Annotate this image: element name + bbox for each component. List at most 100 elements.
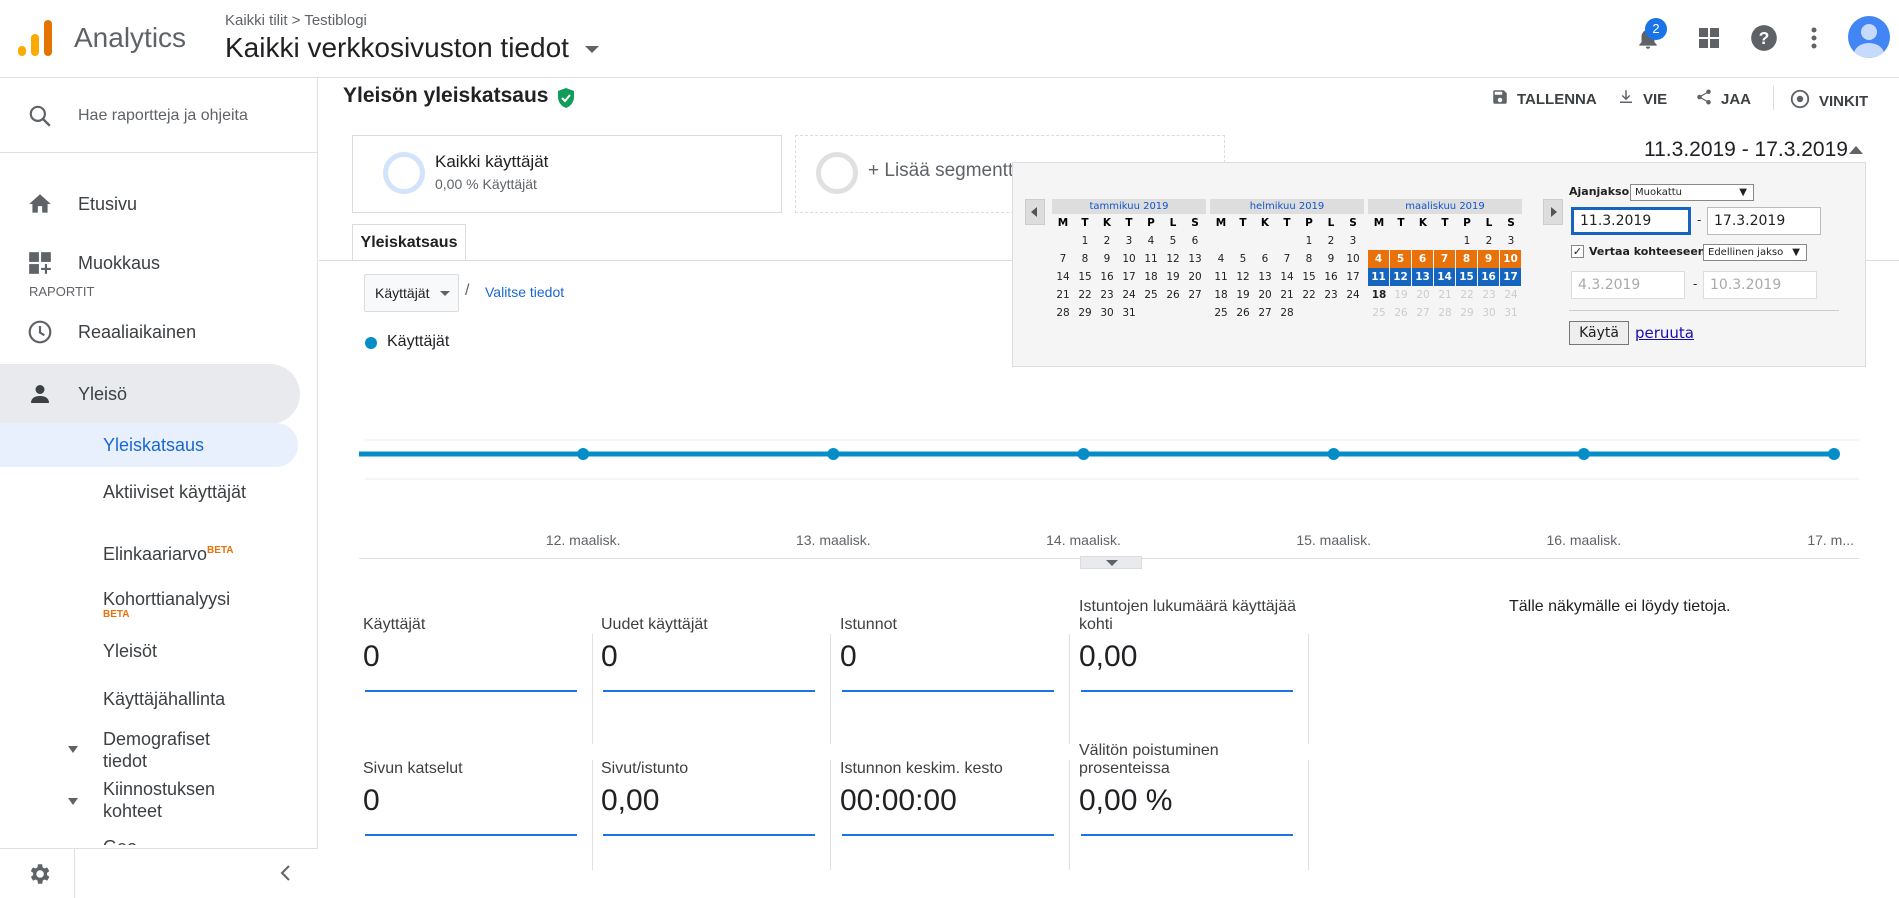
sidebar-sub-audiences[interactable]: Yleisöt	[103, 641, 158, 661]
calendar-day[interactable]: 21	[1438, 289, 1452, 301]
metric-card[interactable]: Sivun katselut 0	[363, 760, 583, 860]
calendar-day[interactable]: 2	[1327, 235, 1335, 247]
gear-icon[interactable]	[26, 861, 52, 892]
sidebar-sub-overview-active[interactable]	[0, 423, 298, 467]
compare-end-input[interactable]: 10.3.2019	[1703, 271, 1817, 299]
calendar-day[interactable]: 10	[1500, 250, 1522, 268]
calendar-day[interactable]: 23	[1100, 289, 1114, 301]
calendar-day[interactable]: 9	[1327, 253, 1335, 265]
calendar-day[interactable]: 3	[1507, 235, 1515, 247]
calendar-day[interactable]: 13	[1412, 268, 1434, 286]
calendar-day[interactable]: 31	[1122, 307, 1136, 319]
calendar-day[interactable]: 26	[1394, 307, 1408, 319]
share-button[interactable]: JAA	[1695, 88, 1751, 110]
collapse-chevron-icon[interactable]	[278, 863, 294, 888]
avatar[interactable]	[1848, 16, 1890, 58]
chevron-down-icon[interactable]	[585, 46, 599, 53]
compare-start-input[interactable]: 4.3.2019	[1571, 271, 1685, 299]
calendar-day[interactable]: 28	[1280, 307, 1294, 319]
calendar-day[interactable]: 6	[1191, 235, 1199, 247]
chevron-up-icon[interactable]	[1849, 146, 1863, 154]
chart-expand-handle[interactable]	[1080, 556, 1142, 569]
calendar-day[interactable]: 26	[1166, 289, 1180, 301]
period-select[interactable]: Muokattu ▼	[1630, 184, 1754, 201]
calendar-day[interactable]: 2	[1103, 235, 1111, 247]
calendar-day[interactable]: 5	[1169, 235, 1177, 247]
sidebar-sub-lifetime[interactable]: ElinkaariarvoBETA	[103, 540, 234, 565]
data-point[interactable]	[1577, 448, 1590, 460]
date-range-selector[interactable]: 11.3.2019 - 17.3.2019	[1644, 138, 1848, 161]
calendar-day[interactable]: 6	[1412, 250, 1434, 268]
calendar-day[interactable]: 24	[1504, 289, 1518, 301]
sidebar-sub-overview[interactable]: Yleiskatsaus	[103, 435, 205, 455]
data-point[interactable]	[1828, 448, 1840, 460]
calendar-day[interactable]: 19	[1394, 289, 1408, 301]
calendar-day[interactable]: 2	[1485, 235, 1493, 247]
calendar-day[interactable]: 28	[1056, 307, 1070, 319]
calendar-day[interactable]: 7	[1059, 253, 1067, 265]
data-point[interactable]	[577, 448, 590, 460]
sidebar-sub-user-explorer[interactable]: Käyttäjähallinta	[103, 689, 226, 709]
calendar-day[interactable]: 12	[1166, 253, 1180, 265]
calendar-day[interactable]: 16	[1324, 271, 1338, 283]
calendar-day[interactable]: 17	[1346, 271, 1360, 283]
calendar-day[interactable]: 7	[1283, 253, 1291, 265]
calendar-day[interactable]: 13	[1188, 253, 1202, 265]
calendar-day[interactable]: 16	[1100, 271, 1114, 283]
calendar-day[interactable]: 26	[1236, 307, 1250, 319]
calendar-day[interactable]: 15	[1456, 268, 1478, 286]
sidebar-sub-geo[interactable]: Geo	[103, 837, 137, 845]
calendar-day[interactable]: 17	[1122, 271, 1136, 283]
calendar-day[interactable]: 31	[1504, 307, 1518, 319]
select-metric-link[interactable]: Valitse tiedot	[485, 284, 565, 300]
calendar-day[interactable]: 8	[1456, 250, 1478, 268]
breadcrumb[interactable]: Kaikki tilit > Testiblogi	[225, 12, 367, 29]
calendar-day[interactable]: 25	[1372, 307, 1386, 319]
start-date-input[interactable]: 11.3.2019	[1571, 207, 1691, 235]
calendar-day[interactable]: 22	[1078, 289, 1092, 301]
metric-card[interactable]: Käyttäjät 0	[363, 616, 583, 716]
calendar-day[interactable]: 20	[1188, 271, 1202, 283]
calendar-day[interactable]: 7	[1434, 250, 1456, 268]
calendar-day[interactable]: 21	[1056, 289, 1070, 301]
sidebar-item-audience[interactable]: Yleisö	[0, 364, 300, 424]
triangle-down-icon[interactable]	[68, 746, 78, 753]
property-selector[interactable]: Kaikki verkkosivuston tiedot	[225, 32, 569, 63]
end-date-input[interactable]: 17.3.2019	[1707, 207, 1821, 235]
tab-overview[interactable]: Yleiskatsaus	[352, 224, 466, 261]
calendar-day[interactable]: 25	[1214, 307, 1228, 319]
next-month-button[interactable]	[1543, 199, 1563, 225]
sidebar-sub-demographics[interactable]: Demografiset tiedot	[103, 729, 211, 771]
apps-grid-icon[interactable]	[1693, 22, 1725, 54]
compare-checkbox[interactable]: ✓	[1571, 245, 1584, 258]
export-button[interactable]: VIE	[1617, 88, 1667, 110]
metric-card[interactable]: Uudet käyttäjät 0	[601, 616, 821, 716]
calendar-day[interactable]: 23	[1482, 289, 1496, 301]
more-vert-icon[interactable]	[1798, 22, 1830, 54]
calendar-day[interactable]: 22	[1302, 289, 1316, 301]
calendar-day[interactable]: 15	[1078, 271, 1092, 283]
calendar-day[interactable]: 4	[1217, 253, 1225, 265]
calendar-day[interactable]: 15	[1302, 271, 1316, 283]
save-button[interactable]: TALLENNA	[1491, 88, 1597, 110]
calendar-day[interactable]: 17	[1500, 268, 1522, 286]
calendar-day[interactable]: 4	[1147, 235, 1155, 247]
calendar-day[interactable]: 18	[1371, 289, 1387, 301]
sidebar-item-realtime[interactable]: Reaaliaikainen	[0, 312, 300, 352]
metric-card[interactable]: Istunnon keskim. kesto 00:00:00	[840, 760, 1060, 860]
calendar-day[interactable]: 27	[1258, 307, 1272, 319]
calendar-day[interactable]: 10	[1346, 253, 1360, 265]
metric-card[interactable]: Välitön poistuminen prosenteissa 0,00 %	[1079, 742, 1299, 860]
help-icon[interactable]: ?	[1748, 22, 1780, 54]
calendar-day[interactable]: 22	[1460, 289, 1474, 301]
calendar-day[interactable]: 14	[1056, 271, 1070, 283]
sidebar-sub-interests[interactable]: Kiinnostuksen kohteet	[103, 779, 216, 821]
calendar-day[interactable]: 10	[1122, 253, 1136, 265]
calendar-day[interactable]: 21	[1280, 289, 1294, 301]
sidebar-item-customization[interactable]: Muokkaus	[0, 243, 300, 283]
calendar-day[interactable]: 1	[1463, 235, 1471, 247]
metric-card[interactable]: Istuntojen lukumäärä käyttäjää kohti 0,00	[1079, 598, 1299, 716]
calendar-day[interactable]: 13	[1258, 271, 1272, 283]
prev-month-button[interactable]	[1025, 199, 1045, 225]
calendar-day[interactable]: 18	[1214, 289, 1228, 301]
